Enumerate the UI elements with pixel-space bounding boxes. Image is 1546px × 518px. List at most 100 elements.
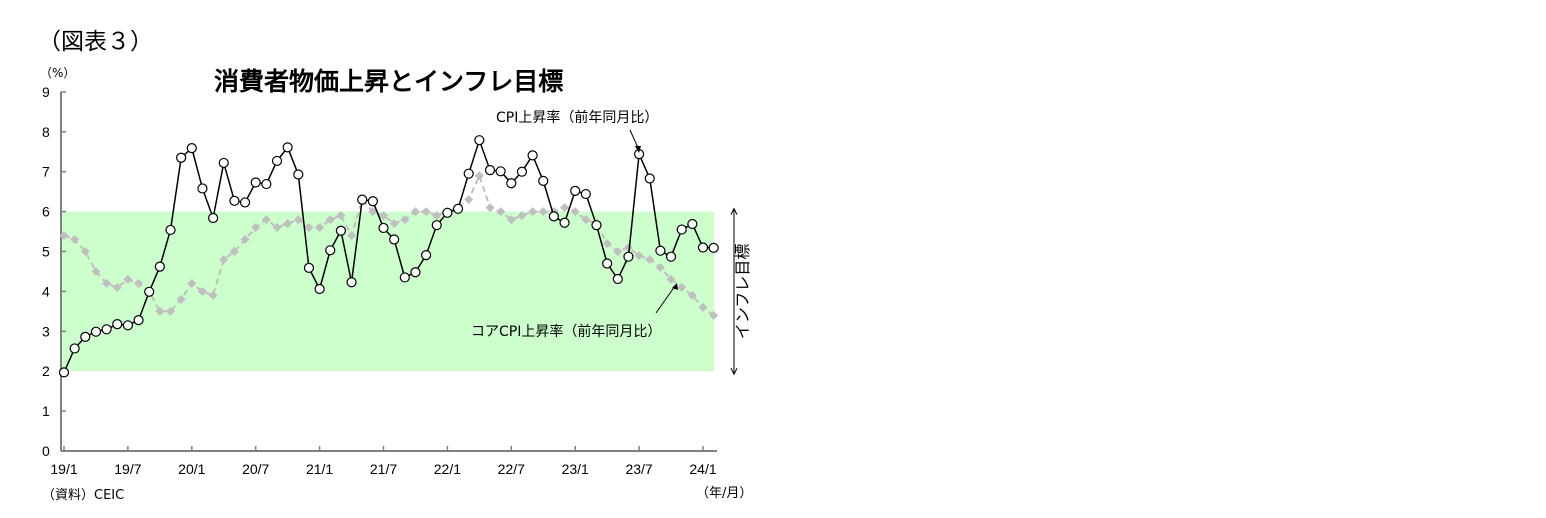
core-cpi-marker	[613, 247, 623, 256]
cpi-marker	[250, 177, 261, 188]
figure-label: （図表３）	[38, 29, 153, 55]
core-cpi-marker	[166, 306, 175, 316]
cpi-marker	[612, 273, 623, 285]
core-cpi-marker	[251, 223, 261, 233]
cpi-marker	[303, 262, 315, 273]
core-cpi-marker	[80, 247, 90, 256]
core-cpi-marker	[208, 290, 218, 300]
x-tick-label: 21/7	[370, 461, 397, 477]
x-tick-label: 23/1	[562, 461, 589, 477]
y-axis-unit: （%）	[40, 66, 76, 80]
cpi-marker	[506, 178, 517, 189]
cpi-series-label: CPI上昇率（前年同月比）	[496, 109, 658, 126]
y-tick-label: 7	[42, 164, 50, 180]
core-cpi-marker	[432, 211, 442, 221]
cpi-marker	[602, 258, 613, 269]
cpi-marker	[676, 224, 687, 235]
core-cpi-marker	[709, 310, 719, 320]
core-cpi-marker	[368, 207, 378, 217]
core-cpi-marker	[485, 203, 495, 213]
core-cpi-marker	[272, 223, 282, 233]
y-tick-label: 4	[42, 283, 50, 299]
inflation-target-label: インフレ目標	[733, 244, 752, 340]
y-tick-label: 0	[42, 443, 50, 459]
cpi-marker	[282, 142, 293, 153]
cpi-marker	[623, 251, 634, 262]
cpi-marker	[357, 194, 368, 205]
cpi-marker	[378, 222, 389, 234]
core-cpi-marker	[698, 302, 708, 312]
cpi-marker	[367, 196, 378, 207]
cpi-marker	[452, 203, 464, 214]
x-tick-label: 23/7	[625, 461, 652, 477]
cpi-marker	[69, 343, 80, 354]
core-cpi-marker	[517, 211, 527, 221]
cpi-marker	[176, 152, 187, 163]
cpi-marker	[580, 188, 591, 200]
core-cpi-marker	[325, 215, 335, 225]
x-tick-label: 19/7	[114, 461, 141, 477]
x-tick-label: 22/7	[498, 461, 525, 477]
cpi-marker	[442, 207, 453, 218]
core-cpi-marker	[283, 219, 293, 229]
core-cpi-marker	[623, 243, 633, 253]
chart-title: 消費者物価上昇とインフレ目標	[214, 67, 564, 96]
cpi-marker	[399, 272, 410, 283]
core-cpi-marker	[645, 254, 655, 264]
cpi-marker	[484, 165, 496, 176]
x-axis-unit: （年/月）	[696, 486, 753, 501]
cpi-marker	[570, 185, 581, 196]
cpi-marker	[325, 245, 336, 256]
core-cpi-marker	[347, 231, 357, 241]
cpi-marker	[314, 283, 325, 295]
y-tick-label: 2	[42, 363, 50, 379]
core-cpi-marker	[634, 250, 644, 260]
cpi-marker	[165, 224, 176, 236]
y-tick-label: 3	[42, 323, 50, 339]
cpi-marker	[112, 319, 123, 330]
cpi-marker	[665, 251, 677, 262]
target-band-rect	[61, 211, 714, 372]
cpi-marker	[591, 220, 602, 231]
core-cpi-marker	[197, 286, 207, 296]
core-cpi-marker	[538, 207, 548, 217]
y-tick-label: 5	[42, 244, 50, 260]
cpi-marker	[687, 218, 698, 230]
cpi-marker	[559, 217, 570, 228]
cpi-marker	[154, 261, 165, 272]
cpi-marker	[90, 326, 102, 337]
y-tick-label: 9	[42, 84, 50, 100]
cpi-marker	[218, 157, 229, 169]
cpi-marker	[538, 175, 549, 186]
core-cpi-marker	[70, 235, 80, 245]
core-cpi-marker	[687, 290, 697, 300]
core-cpi-marker	[59, 231, 69, 241]
cpi-marker	[495, 166, 506, 177]
core-cpi-marker	[187, 278, 197, 288]
core-cpi-marker	[655, 262, 665, 272]
cpi-marker	[655, 245, 666, 256]
x-tick-label: 21/1	[306, 461, 333, 477]
cpi-marker	[133, 315, 144, 326]
core-cpi-marker	[560, 203, 570, 213]
y-tick-label: 1	[42, 403, 50, 419]
axes: 0 1 2 3 4 5 6 7 8 9 19/1 19/7 20/1 20/7 21/1 21/7 22/1 22…	[42, 84, 717, 477]
core-cpi-marker	[155, 306, 165, 316]
core-cpi-marker	[91, 266, 101, 276]
cpi-marker	[122, 320, 134, 331]
core-cpi-marker	[506, 215, 516, 225]
core-cpi-series-label: コアCPI上昇率（前年同月比）	[471, 323, 661, 340]
cpi-marker	[335, 225, 346, 236]
cpi-marker	[516, 166, 528, 177]
inflation-target-band	[61, 211, 714, 372]
core-cpi-marker	[602, 239, 612, 249]
cpi-marker	[708, 242, 719, 254]
core-cpi-marker	[336, 211, 346, 221]
core-cpi-marker	[528, 207, 538, 217]
cpi-marker	[208, 212, 219, 224]
cpi-marker	[186, 143, 197, 154]
cpi-marker	[389, 234, 400, 245]
core-cpi-marker	[304, 223, 314, 233]
cpi-marker	[697, 242, 709, 253]
